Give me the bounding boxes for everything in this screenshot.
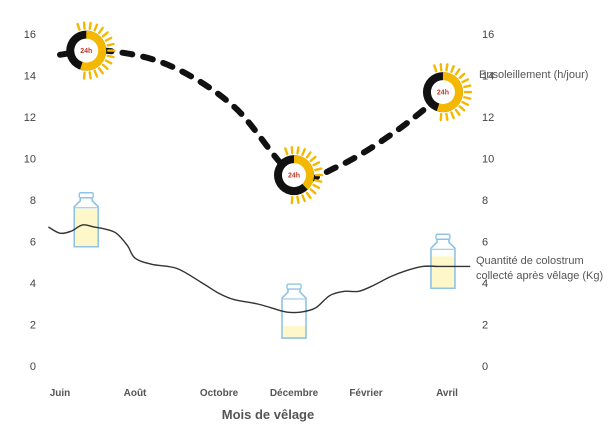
sun-dial-face [430, 80, 455, 105]
sun-ray [454, 108, 461, 116]
y-tick-right-14: 14 [482, 71, 494, 83]
x-tick-5: Avril [436, 388, 458, 399]
bottle-icon-2 [430, 233, 456, 290]
bottle-icon-0 [73, 192, 100, 248]
sun-dial-label: 24h [288, 173, 300, 180]
sun-ray [101, 31, 109, 38]
bottle-cap [435, 233, 451, 240]
y-tick-right-6: 6 [482, 237, 488, 249]
sun-ray [104, 59, 113, 65]
sun-ray [312, 161, 321, 167]
x-axis-label: Mois de vêlage [222, 407, 314, 422]
sun-ray [296, 195, 300, 204]
sun-ray [101, 63, 109, 70]
y-tick-right-12: 12 [482, 112, 494, 124]
sun-ray [104, 36, 113, 42]
sun-ray [445, 112, 449, 121]
x-tick-2: Octobre [200, 388, 239, 399]
sun-ray [445, 63, 449, 72]
y-axis-left: 0 2 4 6 8 10 12 14 16 [24, 29, 36, 373]
bottle-cap [286, 283, 302, 290]
sun-ray [314, 179, 323, 183]
y-tick-left-14: 14 [24, 71, 36, 83]
bottle-markers [73, 192, 456, 339]
sunshine-line [57, 47, 466, 183]
colostrum-line [48, 224, 471, 314]
y-tick-right-4: 4 [482, 278, 488, 290]
sun-ray [433, 64, 438, 73]
colostrum-series [48, 224, 471, 314]
sun-ray [88, 71, 92, 80]
bottle-milk [282, 326, 306, 339]
y-tick-left-0: 0 [30, 361, 36, 373]
x-tick-3: Décembre [270, 388, 319, 399]
sun-ray [284, 147, 289, 156]
bottle-cap [78, 192, 94, 199]
y-tick-left-6: 6 [30, 237, 36, 249]
y-tick-left-12: 12 [24, 112, 36, 124]
x-tick-0: Juin [50, 388, 71, 399]
colostrum-series-label-line-2: collecté après vêlage (Kg) [476, 270, 603, 282]
sunshine-series-label: Ensoleillement (h/jour) [479, 69, 588, 81]
sun-ray [305, 191, 312, 199]
sun-ray [93, 69, 99, 78]
colostrum-series-label: Quantité de colostrum collecté après vêl… [476, 255, 603, 282]
sun-ray [93, 23, 99, 32]
y-tick-left-8: 8 [30, 195, 36, 207]
sun-ray [458, 105, 466, 112]
sunshine-series [57, 47, 466, 183]
sun-ray [309, 188, 317, 195]
sun-ray [301, 148, 306, 156]
sun-ray [305, 151, 312, 159]
x-tick-4: Février [349, 388, 382, 399]
sun-badge-0: 24h [66, 21, 116, 80]
sun-ray [450, 111, 455, 120]
x-tick-1: Août [124, 388, 147, 399]
sun-ray [296, 146, 300, 155]
sun-ray [97, 26, 104, 35]
sun-ray [106, 54, 115, 59]
sun-ray [454, 68, 461, 76]
y-tick-right-2: 2 [482, 320, 488, 332]
sun-dial-label: 24h [437, 90, 449, 97]
sun-ray [461, 100, 470, 107]
sun-dial-face [74, 38, 99, 63]
sun-ray [97, 67, 104, 75]
y-tick-left-4: 4 [30, 278, 36, 290]
y-tick-left-16: 16 [24, 29, 36, 41]
y-tick-right-16: 16 [482, 29, 494, 41]
sun-ray [463, 84, 472, 89]
y-axis-right: 0 2 4 6 8 10 12 14 16 [482, 29, 494, 373]
x-axis: Juin Août Octobre Décembre Février Avril [50, 388, 458, 399]
y-tick-right-0: 0 [482, 361, 488, 373]
y-tick-left-2: 2 [30, 320, 36, 332]
sun-ray [301, 194, 306, 203]
y-tick-right-10: 10 [482, 154, 494, 166]
sun-badge-1: 24h [274, 145, 324, 205]
y-tick-right-8: 8 [482, 195, 488, 207]
sun-ray [312, 183, 321, 190]
bottle-milk [430, 256, 455, 289]
sun-ray [458, 72, 466, 80]
sun-ray [76, 22, 81, 31]
sun-ray [450, 65, 455, 73]
y-tick-left-10: 10 [24, 154, 36, 166]
sun-dial-label: 24h [80, 48, 92, 55]
sun-ray [461, 78, 470, 84]
sun-ray [309, 155, 317, 163]
bottle-icon-1 [281, 283, 307, 339]
sun-dial-face [282, 163, 306, 188]
sun-badge-2: 24h [422, 62, 473, 122]
sun-ray [106, 42, 115, 47]
sun-ray [463, 96, 472, 100]
sun-ray [314, 167, 323, 172]
colostrum-series-label-line-1: Quantité de colostrum [476, 255, 584, 267]
sun-ray [88, 21, 92, 31]
sun-markers: 24h 24h 24h [66, 21, 473, 205]
